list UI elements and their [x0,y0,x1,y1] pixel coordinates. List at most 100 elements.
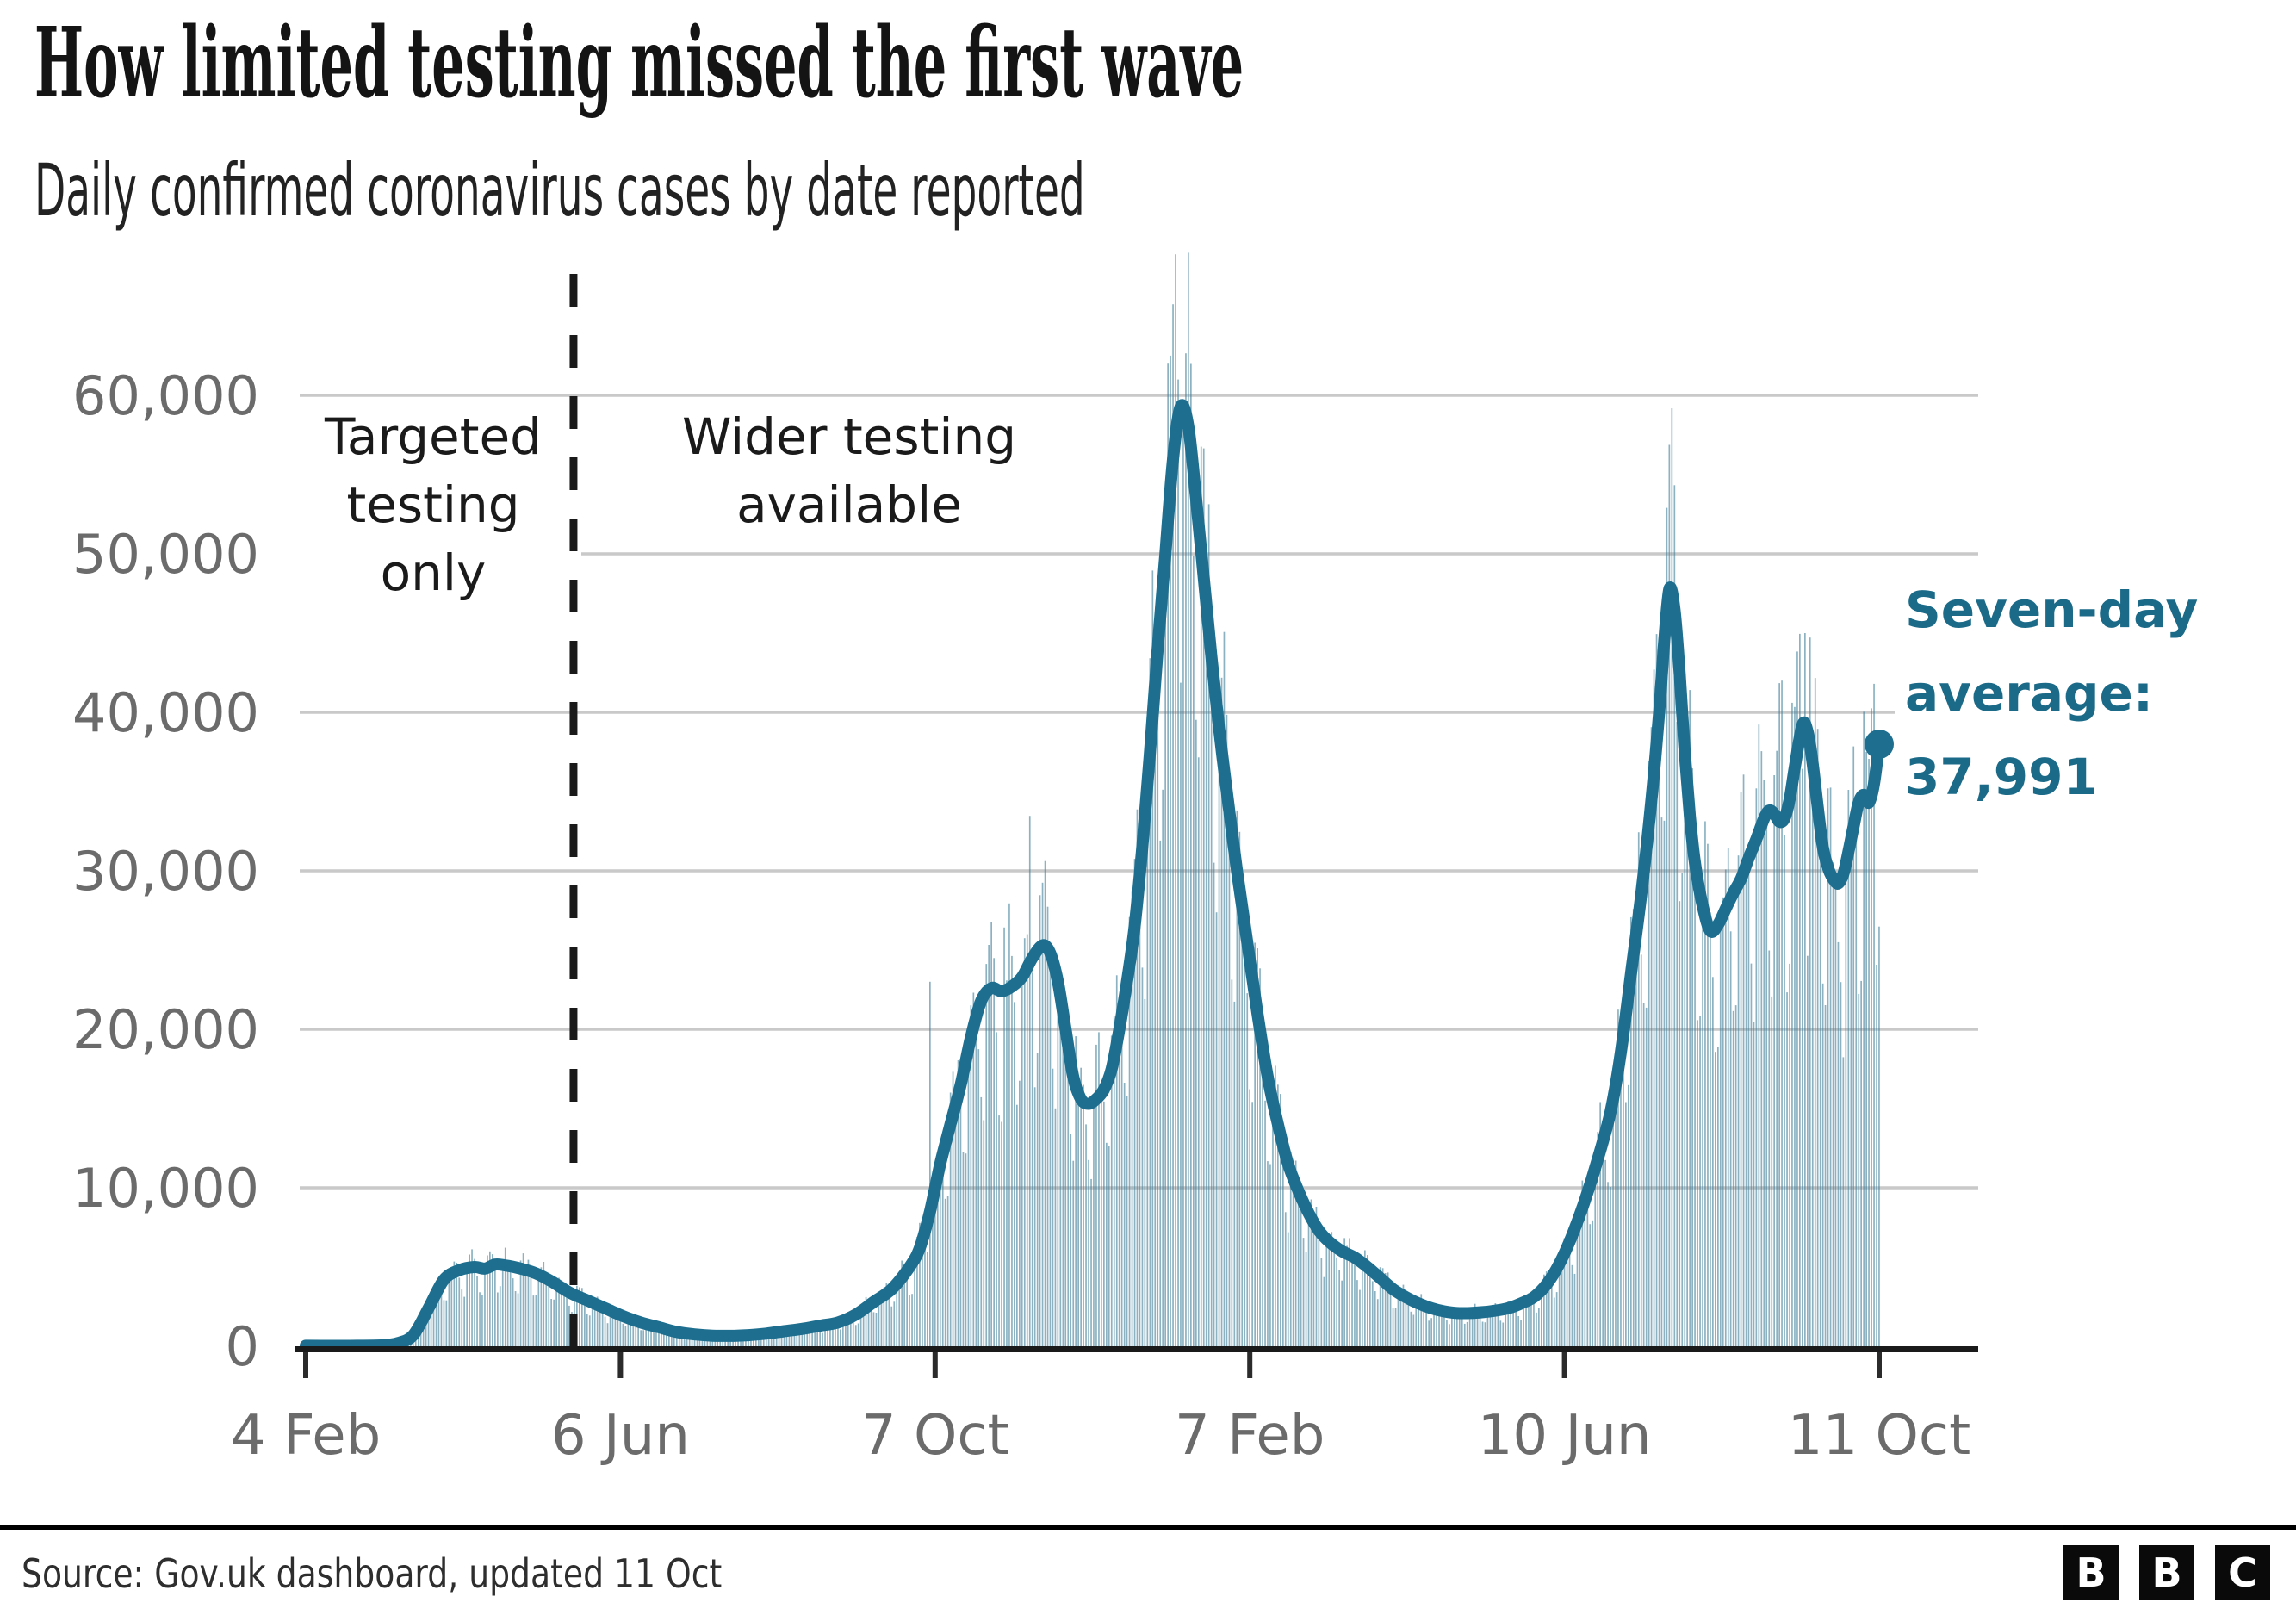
daily-bar [883,1287,885,1349]
daily-bar [1635,918,1637,1349]
daily-bar [1484,1322,1486,1349]
daily-bar [609,1308,611,1349]
daily-bar [1466,1321,1468,1349]
daily-bar [1558,1256,1561,1349]
daily-bar [512,1278,514,1349]
daily-bar [581,1288,583,1349]
daily-bar [1517,1316,1519,1349]
daily-bar [852,1320,854,1349]
daily-bar [1446,1320,1448,1349]
daily-bar [1441,1308,1443,1349]
daily-bar [506,1260,509,1349]
daily-bar [1512,1302,1514,1349]
daily-bar [701,1334,704,1349]
bbc-letter: B [2151,1550,2182,1596]
x-axis-label: 7 Oct [860,1404,1009,1468]
daily-bar [1249,1089,1250,1349]
axis-tick [1247,1352,1253,1378]
daily-bar [1637,832,1640,1349]
daily-bar [1430,1318,1432,1349]
daily-bar [990,922,992,1349]
daily-bar [1604,1159,1606,1349]
daily-bar [972,992,975,1349]
daily-bar [614,1310,617,1349]
daily-bar [1702,874,1703,1349]
daily-bar [1740,792,1742,1349]
daily-bar [1356,1280,1358,1349]
daily-bar [1842,1057,1845,1349]
daily-bar [1829,787,1832,1349]
daily-bar [1016,1104,1018,1349]
daily-bar [1041,882,1044,1349]
daily-bar [939,1154,941,1349]
daily-bar [1778,683,1780,1349]
daily-bar [1336,1257,1337,1349]
daily-bar [1333,1241,1336,1349]
daily-bar [952,1071,954,1349]
axis-tick [617,1352,624,1378]
daily-bar [890,1306,893,1349]
daily-bar [1781,680,1783,1349]
daily-bar [878,1293,880,1349]
daily-bar [1275,1065,1276,1349]
daily-bar [604,1316,606,1349]
daily-bar [481,1295,483,1349]
daily-bar [686,1332,688,1349]
daily-bar [1847,790,1850,1349]
daily-bar [1259,968,1261,1349]
bbc-logo-block: B [2063,1545,2119,1600]
daily-bar [1098,1032,1100,1349]
daily-bar [1681,873,1684,1349]
daily-bar [885,1283,888,1349]
daily-bar [1745,867,1747,1349]
daily-bar [1602,1121,1604,1349]
daily-bar [524,1266,527,1349]
daily-bar [1671,408,1673,1349]
daily-bar [975,1000,977,1349]
daily-bar [1397,1286,1399,1349]
daily-bar [519,1260,522,1349]
daily-bar [1118,1010,1120,1349]
daily-bar [1492,1308,1494,1349]
daily-bar [1072,1160,1075,1349]
x-axis-label: 10 Jun [1477,1404,1652,1468]
daily-bar [1852,746,1855,1349]
daily-bar [745,1335,747,1349]
daily-bar [487,1255,488,1349]
daily-bar [1481,1321,1484,1349]
daily-bar [1732,1010,1734,1349]
daily-bar [927,1252,928,1349]
daily-bar [666,1326,667,1349]
daily-bar [1033,1087,1036,1349]
daily-bar [1044,860,1046,1349]
daily-bar [1536,1312,1537,1349]
daily-bar [911,1294,913,1349]
daily-bar [1454,1308,1455,1349]
daily-bar [1254,942,1256,1349]
daily-bar [1760,751,1763,1349]
daily-bar [427,1320,430,1349]
daily-bar [1057,985,1059,1349]
daily-bar [497,1292,499,1349]
daily-bar [1584,1196,1586,1349]
daily-bar [1052,1068,1054,1349]
daily-bar [1325,1240,1328,1349]
daily-bar [847,1312,849,1349]
daily-bar [1164,505,1166,1349]
daily-bar [770,1332,773,1349]
daily-bar [1197,757,1200,1349]
y-axis-label: 60,000 [72,364,259,427]
daily-bar [837,1327,839,1349]
daily-bar [1307,1202,1310,1349]
daily-bar [540,1267,543,1349]
daily-bar [1449,1324,1450,1349]
daily-bar [522,1253,524,1349]
daily-bar [1146,723,1149,1349]
daily-bar [1804,633,1806,1349]
daily-bar [903,1271,905,1349]
daily-bar [579,1287,580,1349]
daily-bar [1359,1289,1361,1349]
daily-bar [1438,1308,1440,1349]
daily-bar [1463,1323,1466,1349]
